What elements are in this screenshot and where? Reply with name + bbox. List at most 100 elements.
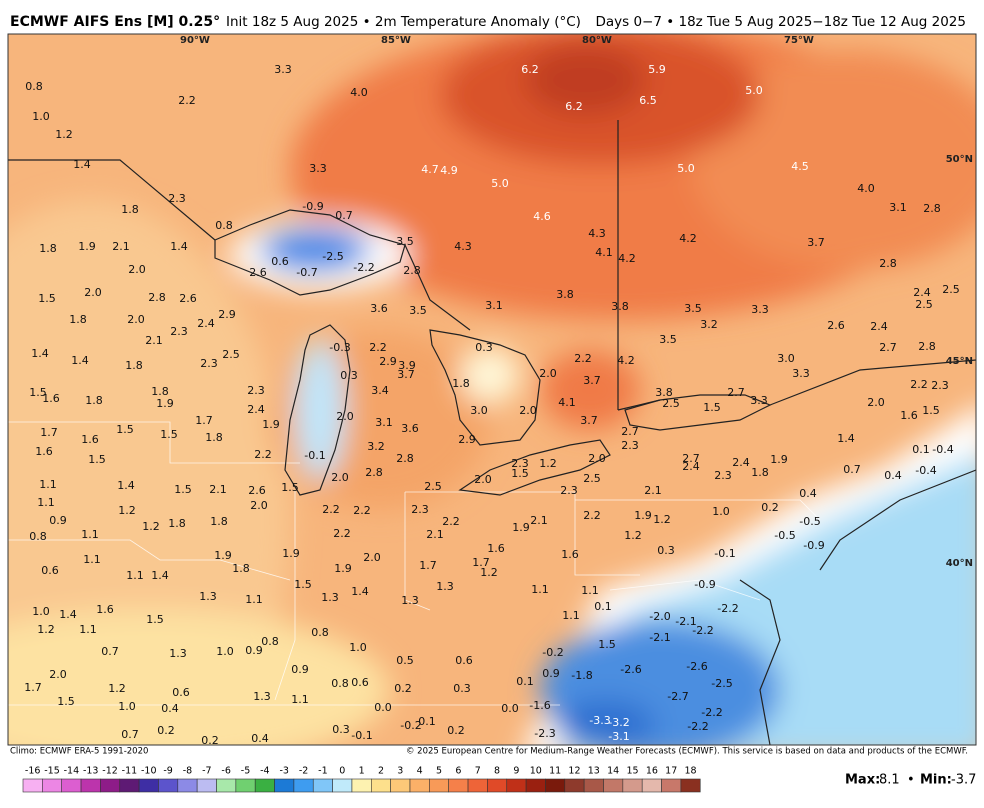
value-label: 2.1: [644, 484, 662, 497]
value-label: 2.7: [727, 386, 745, 399]
value-label: 2.2: [910, 378, 928, 391]
value-label: 1.6: [487, 542, 505, 555]
colorbar-cell: [429, 778, 450, 793]
value-label: 2.0: [588, 452, 606, 465]
map: 90°W 85°W 80°W 75°W 50°N 45°N 40°N 0.8 1.0 1.2 1.4…: [8, 34, 976, 747]
value-label: 0.8: [29, 530, 47, 543]
value-label: 0.7: [121, 728, 139, 741]
colorbar-label: 15: [626, 766, 638, 777]
value-label: 1.9: [262, 418, 280, 431]
colorbar-label: 0: [339, 766, 345, 777]
value-label: 1.6: [900, 409, 918, 422]
value-label: -1.6: [529, 699, 550, 712]
colorbar-label: -16: [25, 766, 41, 777]
value-label: 0.0: [501, 702, 519, 715]
colorbar-cell: [390, 778, 411, 793]
colorbar-cell: [332, 778, 353, 793]
value-label: -2.6: [620, 663, 641, 676]
value-label: 3.9: [398, 359, 416, 372]
value-label: -0.4: [915, 464, 936, 477]
value-label: 2.3: [621, 439, 639, 452]
value-label: -0.2: [400, 719, 421, 732]
value-label: 1.6: [561, 548, 579, 561]
value-label: 1.2: [142, 520, 160, 533]
value-label: 5.0: [745, 84, 763, 97]
max-value: 8.1: [879, 773, 900, 788]
value-label: 2.5: [222, 348, 240, 361]
value-label: 1.4: [837, 432, 855, 445]
value-label: 4.2: [618, 252, 636, 265]
max-label: Max:: [845, 773, 880, 788]
value-label: 1.1: [531, 583, 549, 596]
value-label: 2.4: [682, 460, 700, 473]
value-label: 3.5: [409, 304, 427, 317]
value-label: 2.3: [411, 503, 429, 516]
value-label: 2.4: [247, 403, 265, 416]
value-label: 0.5: [396, 654, 414, 667]
latitude-label: 50°N: [946, 154, 973, 165]
value-label: 1.6: [96, 603, 114, 616]
value-label: 0.3: [332, 723, 350, 736]
value-label: 1.5: [88, 453, 106, 466]
colorbar-label: 2: [378, 766, 384, 777]
value-label: 1.5: [703, 401, 721, 414]
value-label: 1.4: [73, 158, 91, 171]
colorbar-cell: [293, 778, 314, 793]
value-label: 1.4: [117, 479, 135, 492]
value-label: 0.2: [201, 734, 219, 747]
value-label: 3.1: [375, 416, 393, 429]
value-label: -0.1: [351, 729, 372, 742]
value-label: 4.0: [350, 86, 368, 99]
colorbar-cell: [158, 778, 179, 793]
value-label: 1.4: [59, 608, 77, 621]
value-label: 0.9: [291, 663, 309, 676]
value-label: 0.1: [418, 715, 436, 728]
value-label: 1.0: [712, 505, 730, 518]
colorbar-cell: [312, 778, 333, 793]
value-label: 0.2: [761, 501, 779, 514]
colorbar-cell: [22, 778, 43, 793]
value-label: 2.9: [458, 433, 476, 446]
value-label: 4.3: [588, 227, 606, 240]
value-label: 1.8: [168, 517, 186, 530]
value-label: 1.0: [32, 605, 50, 618]
value-label: 1.9: [634, 509, 652, 522]
value-label: 1.5: [511, 467, 529, 480]
colorbar-label: -13: [83, 766, 99, 777]
value-label: 2.1: [426, 528, 444, 541]
value-label: 1.7: [472, 556, 490, 569]
value-label: 3.7: [807, 236, 825, 249]
value-label: 2.7: [682, 452, 700, 465]
value-label: 1.5: [146, 613, 164, 626]
latitude-label: 40°N: [946, 558, 973, 569]
subtitle: Init 18z 5 Aug 2025 • 2m Temperature Ano…: [226, 14, 581, 30]
value-label: 1.5: [38, 292, 56, 305]
colorbar-label: 17: [665, 766, 677, 777]
value-label: 2.8: [365, 466, 383, 479]
value-label: 1.3: [253, 690, 271, 703]
value-label: 2.3: [170, 325, 188, 338]
colorbar-label: -15: [44, 766, 60, 777]
value-label: 3.3: [750, 394, 768, 407]
value-label: 1.1: [562, 609, 580, 622]
colorbar-cell: [525, 778, 546, 793]
value-label: 0.4: [251, 732, 269, 745]
colorbar-cell: [370, 778, 391, 793]
value-label: 2.3: [200, 357, 218, 370]
colorbar-cell: [119, 778, 140, 793]
value-label: 1.2: [55, 128, 73, 141]
colorbar-label: 4: [417, 766, 423, 777]
value-label: 1.9: [334, 562, 352, 575]
value-label: 1.5: [29, 386, 47, 399]
value-label: -0.5: [774, 529, 795, 542]
colorbar-cell: [235, 778, 256, 793]
value-label: 2.5: [583, 472, 601, 485]
value-label: 2.6: [248, 484, 266, 497]
colorbar: -16 -15 -14 -13 -12 -11 -10 -9 -8 -7 -6 -5 -4 -3 -2 -1 0…: [22, 766, 701, 793]
colorbar-label: -4: [260, 766, 269, 777]
colorbar-cell: [42, 778, 62, 793]
value-label: 2.2: [254, 448, 272, 461]
value-label: 1.4: [170, 240, 188, 253]
value-label: 0.7: [335, 209, 353, 222]
colorbar-label: 8: [494, 766, 500, 777]
